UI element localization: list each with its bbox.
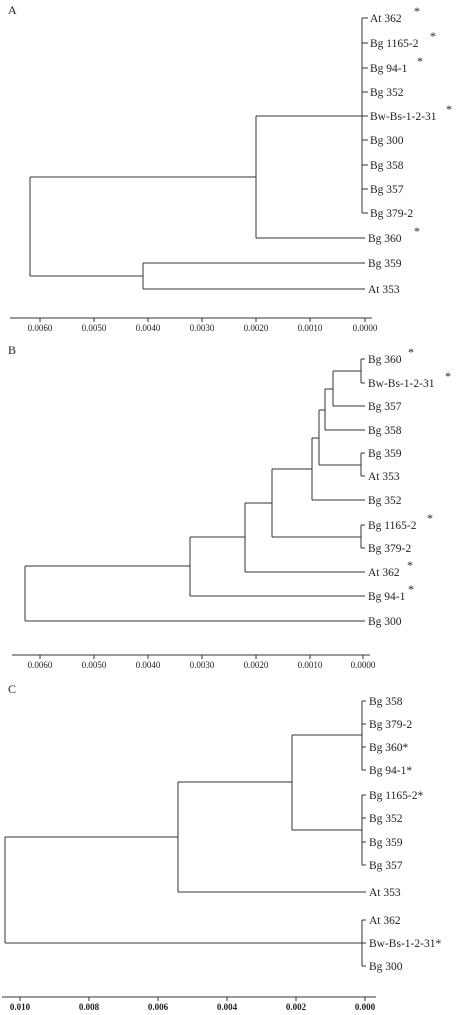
axis-tick-label: 0.0040 bbox=[136, 660, 161, 670]
leaf-label: Bg 359 bbox=[368, 258, 402, 270]
axis-tick-label: 0.002 bbox=[286, 1002, 307, 1012]
leaf-label: Bg 94-1 bbox=[370, 63, 408, 75]
leaf-label: Bg 379-2 bbox=[370, 208, 413, 220]
axis-tick-label: 0.004 bbox=[217, 1002, 238, 1012]
leaf-label: Bw-Bs-1-2-31 bbox=[368, 378, 435, 390]
leaf-label: At 353 bbox=[368, 471, 400, 483]
leaf-label: At 353 bbox=[368, 284, 400, 296]
leaf-label: Bg 300 bbox=[369, 961, 403, 973]
axis-tick-label: 0.006 bbox=[148, 1002, 169, 1012]
leaf-label: Bg 1165-2* bbox=[369, 790, 423, 802]
panel-b-leaf-labels: Bg 360 * Bw-Bs-1-2-31 * Bg 357 Bg 358 Bg… bbox=[368, 345, 451, 628]
asterisk: * bbox=[445, 369, 451, 383]
panel-c-leaf-labels: Bg 358 Bg 379-2 Bg 360* Bg 94-1* Bg 1165… bbox=[369, 696, 441, 973]
axis-tick-label: 0.0000 bbox=[353, 323, 378, 333]
leaf-label: Bg 300 bbox=[368, 616, 402, 628]
axis-tick-label: 0.010 bbox=[10, 1002, 31, 1012]
panel-c-axis: 0.010 0.008 0.006 0.004 0.002 0.000 bbox=[2, 996, 376, 1012]
axis-tick-label: 0.0020 bbox=[244, 323, 269, 333]
panel-b-axis: 0.0060 0.0050 0.0040 0.0030 0.0020 0.001… bbox=[12, 654, 376, 670]
leaf-label: Bg 357 bbox=[369, 860, 403, 872]
axis-tick-label: 0.0060 bbox=[28, 660, 53, 670]
asterisk: * bbox=[414, 224, 420, 238]
leaf-label: Bg 94-1* bbox=[369, 765, 412, 777]
leaf-label: Bg 300 bbox=[370, 135, 404, 147]
leaf-label: Bg 358 bbox=[368, 425, 402, 437]
leaf-label: At 353 bbox=[369, 887, 401, 899]
asterisk: * bbox=[408, 582, 414, 596]
panel-c-label: C bbox=[8, 682, 16, 696]
leaf-label: Bg 357 bbox=[368, 401, 402, 413]
asterisk: * bbox=[408, 345, 414, 359]
axis-tick-label: 0.0000 bbox=[351, 660, 376, 670]
axis-tick-label: 0.0030 bbox=[190, 660, 215, 670]
leaf-label: Bw-Bs-1-2-31 bbox=[370, 111, 437, 123]
leaf-label: Bg 360 bbox=[368, 354, 402, 366]
leaf-label: At 362 bbox=[368, 567, 400, 579]
panel-a-axis: 0.0060 0.0050 0.0040 0.0030 0.0020 0.001… bbox=[10, 317, 378, 333]
panel-a-branches bbox=[29, 17, 368, 290]
panel-c-branches bbox=[4, 700, 366, 967]
asterisk: * bbox=[414, 4, 420, 18]
axis-tick-label: 0.008 bbox=[79, 1002, 100, 1012]
asterisk: * bbox=[417, 54, 423, 68]
panel-a-label: A bbox=[8, 3, 17, 17]
axis-tick-label: 0.0050 bbox=[82, 323, 107, 333]
panel-b-label: B bbox=[8, 343, 16, 357]
leaf-label: Bg 358 bbox=[370, 160, 404, 172]
leaf-label: At 362 bbox=[369, 915, 401, 927]
leaf-label: Bg 359 bbox=[368, 448, 402, 460]
leaf-label: Bg 358 bbox=[369, 696, 403, 708]
panel-b-branches bbox=[24, 358, 365, 622]
panel-a-leaf-labels: At 362 * Bg 1165-2 * Bg 94-1 * Bg 352 Bw… bbox=[368, 4, 452, 296]
axis-tick-label: 0.0060 bbox=[28, 323, 53, 333]
axis-tick-label: 0.0010 bbox=[298, 323, 323, 333]
asterisk: * bbox=[427, 511, 433, 525]
asterisk: * bbox=[446, 102, 452, 116]
leaf-label: Bg 1165-2 bbox=[370, 38, 419, 50]
leaf-label: Bg 1165-2 bbox=[368, 520, 417, 532]
leaf-label: Bg 94-1 bbox=[368, 591, 406, 603]
axis-tick-label: 0.0040 bbox=[136, 323, 161, 333]
leaf-label: Bg 359 bbox=[369, 837, 403, 849]
panel-a: A At 362 * bbox=[8, 3, 452, 333]
leaf-label: Bg 352 bbox=[370, 87, 404, 99]
leaf-label: Bg 379-2 bbox=[369, 719, 412, 731]
asterisk: * bbox=[430, 29, 436, 43]
leaf-label: Bg 357 bbox=[370, 184, 404, 196]
leaf-label: At 362 bbox=[370, 13, 402, 25]
panel-c: C bbox=[2, 682, 441, 1012]
leaf-label: Bg 360* bbox=[369, 742, 409, 754]
leaf-label: Bw-Bs-1-2-31* bbox=[369, 938, 441, 950]
panel-b: B bbox=[8, 343, 451, 670]
leaf-label: Bg 360 bbox=[368, 233, 402, 245]
axis-tick-label: 0.0050 bbox=[82, 660, 107, 670]
asterisk: * bbox=[407, 558, 413, 572]
leaf-label: Bg 352 bbox=[369, 813, 403, 825]
axis-tick-label: 0.0030 bbox=[190, 323, 215, 333]
leaf-label: Bg 379-2 bbox=[368, 543, 411, 555]
axis-tick-label: 0.0010 bbox=[298, 660, 323, 670]
leaf-label: Bg 352 bbox=[368, 495, 402, 507]
axis-tick-label: 0.000 bbox=[355, 1002, 376, 1012]
axis-tick-label: 0.0020 bbox=[244, 660, 269, 670]
